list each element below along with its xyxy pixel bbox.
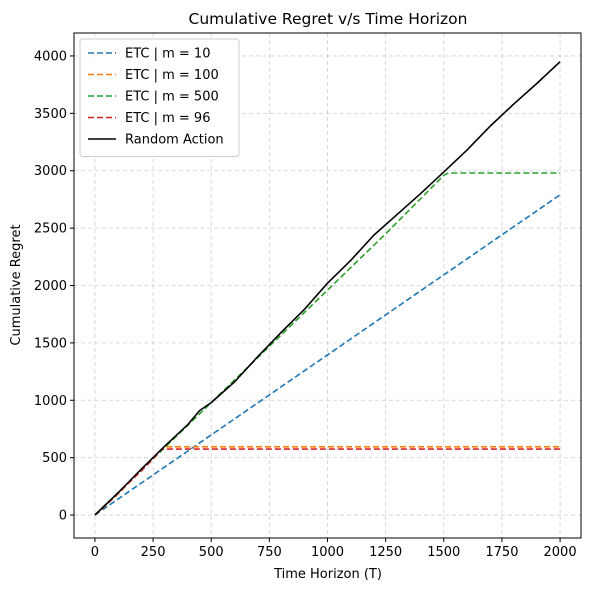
series-line-0	[94, 194, 561, 516]
grid	[74, 33, 581, 538]
legend: ETC | m = 10 ETC | m = 100 ETC | m = 500 ET…	[79, 38, 240, 157]
y-tick-label: 1500	[34, 336, 67, 351]
x-axis-label: Time Horizon (T)	[273, 567, 382, 582]
y-tick-label: 3000	[34, 164, 67, 179]
legend-label-4: Random Action	[125, 133, 224, 148]
x-tick-label: 1750	[485, 545, 518, 560]
series-line-2	[94, 172, 561, 516]
series-group	[94, 61, 561, 516]
legend-label-1: ETC | m = 100	[125, 68, 219, 83]
x-tick-label: 250	[141, 545, 166, 560]
x-tick-label: 500	[199, 545, 224, 560]
x-tick-label: 1250	[369, 545, 402, 560]
legend-label-0: ETC | m = 10	[125, 47, 210, 62]
x-tick-label: 1000	[311, 545, 344, 560]
legend-label-3: ETC | m = 96	[125, 111, 210, 126]
y-tick-label: 2500	[34, 222, 67, 237]
y-tick-label: 500	[42, 451, 67, 466]
y-tick-label: 0	[59, 509, 67, 524]
y-tick-label: 1000	[34, 394, 67, 409]
x-axis: 0 250 500 750 1000 1250 1500 1750 2000	[91, 538, 577, 560]
y-tick-label: 3500	[34, 107, 67, 122]
x-tick-label: 0	[91, 545, 99, 560]
y-tick-label: 2000	[34, 279, 67, 294]
x-tick-label: 750	[257, 545, 282, 560]
x-tick-label: 2000	[544, 545, 577, 560]
y-tick-label: 4000	[34, 49, 67, 64]
legend-label-2: ETC | m = 500	[125, 90, 219, 105]
y-axis: 0 500 1000 1500 2000 2500 3000 3500 4000	[34, 49, 74, 524]
y-axis-label: Cumulative Regret	[9, 224, 24, 345]
chart-title: Cumulative Regret v/s Time Horizon	[189, 10, 468, 28]
legend-box	[79, 38, 240, 157]
x-tick-label: 1500	[427, 545, 460, 560]
series-line-4	[94, 61, 561, 516]
